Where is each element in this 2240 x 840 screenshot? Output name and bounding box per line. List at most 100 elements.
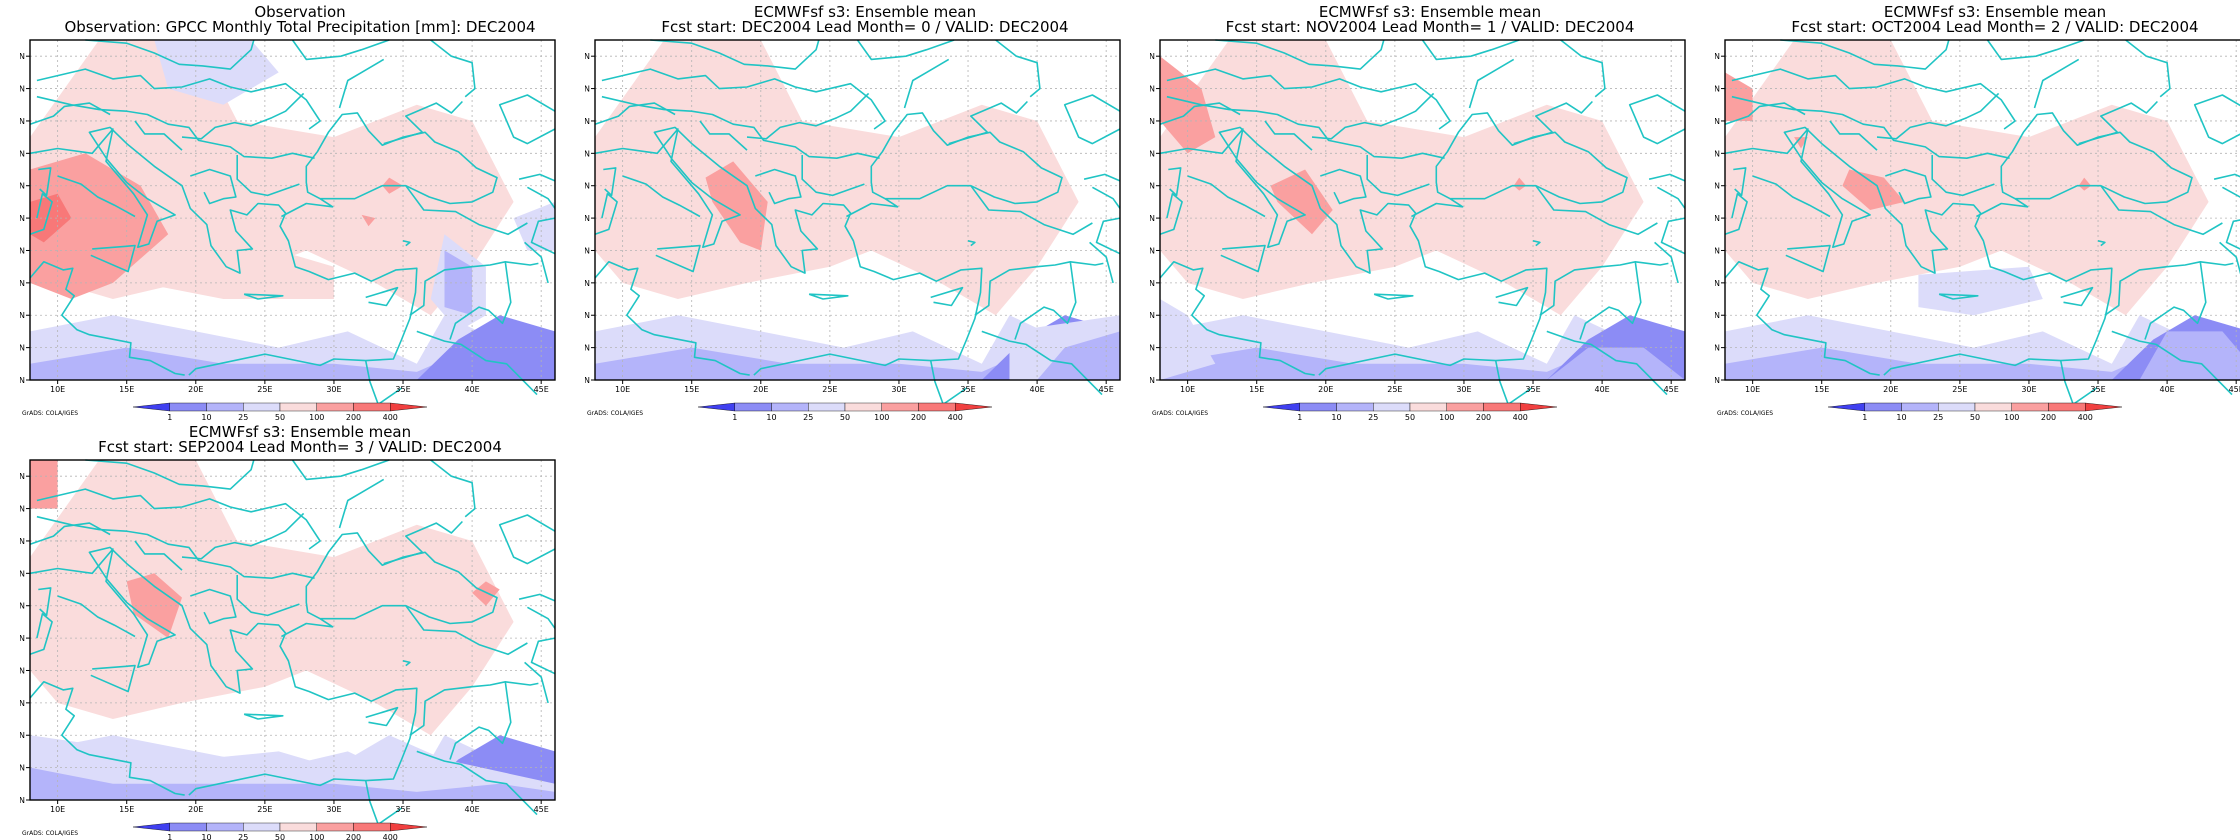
y-tick-label: 36N <box>585 279 590 288</box>
precip-region <box>126 573 182 639</box>
map-panel-5: ECMWFsf s3: Ensemble mean Fcst start: SE… <box>20 420 580 840</box>
coastline <box>1731 68 2016 130</box>
colorbar-swatch <box>1974 402 2012 412</box>
y-tick-label: 40N <box>1150 214 1155 223</box>
coastline <box>291 39 390 61</box>
panel-subtitle: Fcst start: DEC2004 Lead Month= 0 / VALI… <box>661 18 1068 36</box>
y-tick-label: 46N <box>20 117 25 126</box>
coastline <box>1468 58 1515 109</box>
coastline <box>449 261 512 340</box>
precip-region <box>1546 347 1685 380</box>
y-tick-label: 40N <box>585 214 590 223</box>
colorbar-swatch <box>1901 402 1939 412</box>
y-tick-label: 46N <box>585 117 590 126</box>
precip-region <box>1725 72 1753 121</box>
coastline <box>1986 39 2085 61</box>
colorbar-swatch <box>353 822 391 832</box>
precip-region <box>2078 177 2092 191</box>
coastline <box>236 155 300 197</box>
x-tick-label: 30E <box>1456 385 1471 394</box>
x-tick-label: 45E <box>534 385 549 394</box>
colorbar-swatch <box>169 822 207 832</box>
panel-subtitle: Fcst start: OCT2004 Lead Month= 2 / VALI… <box>1791 18 2198 36</box>
map-panel-svg: Observation Observation: GPCC Monthly To… <box>20 3 556 420</box>
y-tick-label: 34N <box>20 731 25 740</box>
y-tick-label: 32N <box>20 764 25 773</box>
y-tick-label: 48N <box>1150 85 1155 94</box>
colorbar-swatch <box>734 402 772 412</box>
x-tick-label: 15E <box>1249 385 1264 394</box>
precip-region <box>444 250 473 316</box>
map-border <box>1724 39 2240 381</box>
y-tick-label: 38N <box>1150 246 1155 255</box>
coastline <box>948 100 1028 145</box>
map-panel-1: Observation Observation: GPCC Monthly To… <box>20 0 580 420</box>
grads-credit: GrADS: COLA/IGES <box>1717 410 1773 417</box>
y-tick-label: 48N <box>1715 85 1720 94</box>
colorbar-label: 10 <box>1896 413 1906 420</box>
x-tick-label: 45E <box>2229 385 2240 394</box>
coastline <box>190 588 237 625</box>
x-tick-label: 30E <box>2021 385 2036 394</box>
coastline <box>1733 167 1747 197</box>
panel-title: ECMWFsf s3: Ensemble mean <box>189 423 411 441</box>
y-tick-label: 44N <box>1150 149 1155 158</box>
x-tick-label: 35E <box>395 385 410 394</box>
coastline <box>1539 260 1669 316</box>
coastline <box>338 58 385 109</box>
x-tick-label: 35E <box>2090 385 2105 394</box>
coastline <box>1660 217 1686 255</box>
coastline <box>903 58 950 109</box>
coastline <box>409 260 539 316</box>
x-tick-label: 15E <box>684 385 699 394</box>
coastline <box>405 185 528 236</box>
grads-credit: GrADS: COLA/IGES <box>1152 410 1208 417</box>
colorbar-label: 25 <box>1368 413 1378 420</box>
map-border <box>29 459 556 801</box>
coastline <box>2097 240 2106 247</box>
y-tick-label: 30N <box>585 376 590 385</box>
y-tick-label: 38N <box>20 666 25 675</box>
colorbar-swatch <box>1446 402 1484 412</box>
colorbar-swatch <box>206 822 244 832</box>
coastline <box>2225 219 2240 250</box>
coastline <box>291 459 390 481</box>
precip-region <box>347 121 459 235</box>
coastline <box>1829 120 1878 151</box>
y-tick-label: 50N <box>20 472 25 481</box>
colorbar-arrow-high <box>1520 402 1558 412</box>
x-tick-label: 30E <box>326 805 341 814</box>
colorbar-swatch <box>1864 402 1902 412</box>
y-tick-label: 48N <box>585 85 590 94</box>
precip-region <box>1842 169 1905 210</box>
colorbar-swatch <box>808 402 846 412</box>
colorbar-swatch <box>2048 402 2086 412</box>
coastline <box>1366 155 1430 197</box>
y-tick-label: 46N <box>20 537 25 546</box>
coastline <box>1724 102 1806 125</box>
y-tick-label: 34N <box>1715 311 1720 320</box>
y-tick-label: 32N <box>1715 344 1720 353</box>
x-tick-label: 20E <box>188 805 203 814</box>
x-tick-label: 10E <box>1745 385 1760 394</box>
coastline <box>856 39 955 61</box>
coastline <box>981 330 1103 396</box>
map-frame: 10E 15E 20E 25E 30E 35E 40E 45E 30N 32N 34N 36N 38N 4… <box>20 39 556 420</box>
colorbar-swatch <box>1336 402 1374 412</box>
coastline <box>594 126 983 376</box>
colorbar-label: 1 <box>1862 413 1867 420</box>
colorbar-arrow-high <box>390 822 428 832</box>
map-panel-svg: ECMWFsf s3: Ensemble mean Fcst start: DE… <box>585 3 1121 420</box>
coastline <box>1546 330 1668 396</box>
y-tick-label: 44N <box>1715 149 1720 158</box>
coastline <box>36 515 315 579</box>
precip-region <box>30 153 169 299</box>
colorbar-arrow-high <box>390 402 428 412</box>
x-tick-label: 40E <box>464 385 479 394</box>
y-tick-label: 50N <box>1715 52 1720 61</box>
coastline <box>365 706 399 727</box>
x-tick-label: 25E <box>257 805 272 814</box>
coastline <box>134 120 183 151</box>
coastline <box>409 680 539 736</box>
y-tick-label: 50N <box>20 52 25 61</box>
